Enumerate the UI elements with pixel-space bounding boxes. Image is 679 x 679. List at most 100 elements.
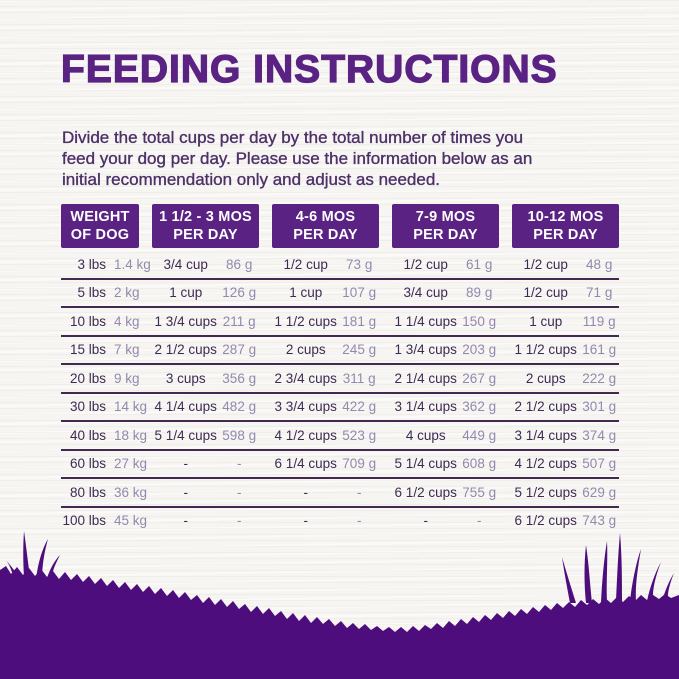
- grams-value: 709 g: [342, 456, 377, 472]
- grams-value: 61 g: [466, 256, 493, 272]
- cups-value: 3/4 cup: [403, 285, 448, 301]
- header-cell-10-12mos: 10-12 MOS PER DAY: [512, 204, 619, 248]
- weight-cell: 20 lbs 9 kg: [61, 370, 140, 386]
- grass-blade: [647, 562, 661, 601]
- grams-value: 374 g: [582, 427, 617, 443]
- feeding-table: WEIGHT OF DOG 1 1/2 - 3 MOS PER DAY 4-6 …: [61, 204, 619, 534]
- grass-blade: [601, 541, 608, 602]
- weight-kg: 2 kg: [114, 285, 140, 301]
- weight-kg: 7 kg: [114, 342, 140, 358]
- grams-value: 107 g: [342, 285, 377, 301]
- table-row: 30 lbs 14 kg 4 1/4 cups 482 g 3 3/4 cups…: [61, 394, 619, 422]
- grams-value: 743 g: [582, 513, 617, 529]
- weight-kg: 9 kg: [114, 370, 140, 386]
- weight-kg: 4 kg: [114, 313, 140, 329]
- weight-lbs: 5 lbs: [77, 285, 106, 301]
- cups-value: 2 cups: [285, 342, 326, 358]
- grams-value: 267 g: [462, 370, 497, 386]
- cups-value: 1 cup: [169, 285, 203, 301]
- cups-value: 5 1/4 cups: [154, 427, 217, 443]
- intro-line: feed your dog per day. Please use the in…: [62, 149, 533, 168]
- cups-value: 1 1/2 cups: [514, 342, 577, 358]
- header-cell-4-6mos: 4-6 MOS PER DAY: [272, 204, 379, 248]
- cups-value: 1 1/2 cups: [274, 313, 337, 329]
- weight-cell: 5 lbs 2 kg: [61, 285, 139, 300]
- grams-value: -: [236, 513, 242, 529]
- weight-lbs: 20 lbs: [69, 370, 106, 386]
- cups-value: 6 1/2 cups: [394, 484, 457, 500]
- amount-cell: - -: [272, 513, 379, 528]
- cups-value: 4 1/2 cups: [514, 456, 577, 472]
- grams-value: -: [476, 513, 482, 529]
- cups-value: 5 1/4 cups: [394, 456, 457, 472]
- cups-value: 1 3/4 cups: [154, 313, 217, 329]
- grams-value: -: [356, 513, 362, 529]
- grams-value: -: [236, 456, 242, 472]
- cups-value: 4 cups: [405, 427, 446, 443]
- grams-value: 507 g: [582, 456, 617, 472]
- amount-cell: - -: [392, 513, 499, 528]
- cups-value: -: [303, 513, 308, 529]
- table-row: 100 lbs 45 kg - - - - - - 6 1/2 cups 743…: [61, 508, 619, 535]
- grams-value: -: [356, 484, 362, 500]
- cups-value: 1/2 cup: [523, 256, 568, 272]
- weight-lbs: 60 lbs: [69, 456, 106, 472]
- weight-lbs: 10 lbs: [69, 313, 106, 329]
- grams-value: 126 g: [222, 285, 257, 301]
- amount-cell: - -: [272, 485, 379, 500]
- amount-cell: - -: [152, 485, 259, 500]
- cups-value: 5 1/2 cups: [514, 484, 577, 500]
- amount-cell: 5 1/2 cups 629 g: [512, 485, 619, 500]
- grams-value: 86 g: [226, 256, 253, 272]
- cups-value: 1/2 cup: [283, 256, 328, 272]
- grams-value: 245 g: [342, 342, 377, 358]
- grams-value: 150 g: [462, 313, 497, 329]
- weight-kg: 14 kg: [114, 399, 148, 415]
- cups-value: -: [183, 513, 188, 529]
- cups-value: -: [423, 513, 428, 529]
- amount-cell: 1/2 cup 48 g: [512, 257, 619, 272]
- amount-cell: 1/2 cup 73 g: [272, 257, 379, 272]
- amount-cell: 2 cups 245 g: [272, 342, 379, 357]
- weight-kg: 27 kg: [114, 456, 148, 472]
- grass-blade: [562, 557, 576, 603]
- table-header-row: WEIGHT OF DOG 1 1/2 - 3 MOS PER DAY 4-6 …: [61, 204, 619, 248]
- amount-cell: 3 cups 356 g: [152, 371, 259, 386]
- amount-cell: 2 1/4 cups 267 g: [392, 371, 499, 386]
- amount-cell: 2 3/4 cups 311 g: [272, 371, 379, 386]
- grass-blade: [36, 539, 48, 579]
- weight-kg: 1.4 kg: [114, 256, 151, 272]
- intro-line: initial recommendation only and adjust a…: [62, 170, 441, 189]
- grams-value: 161 g: [582, 342, 617, 358]
- cups-value: 1/2 cup: [523, 285, 568, 301]
- grams-value: 71 g: [586, 285, 613, 301]
- cups-value: 1 3/4 cups: [394, 342, 457, 358]
- amount-cell: 1 1/2 cups 181 g: [272, 314, 379, 329]
- cups-value: 3 1/4 cups: [514, 427, 577, 443]
- cups-value: 2 cups: [525, 370, 566, 386]
- weight-cell: 10 lbs 4 kg: [61, 313, 140, 329]
- grass-mound: [0, 566, 679, 679]
- weight-lbs: 40 lbs: [69, 427, 106, 443]
- header-cell-1half-3mos: 1 1/2 - 3 MOS PER DAY: [152, 204, 259, 248]
- cups-value: 3 1/4 cups: [394, 399, 457, 415]
- grams-value: 181 g: [342, 313, 377, 329]
- weight-cell: 100 lbs 45 kg: [61, 513, 147, 528]
- amount-cell: 6 1/2 cups 743 g: [512, 513, 619, 528]
- grams-value: 523 g: [342, 427, 377, 443]
- table-row: 15 lbs 7 kg 2 1/2 cups 287 g 2 cups 245 …: [61, 337, 619, 365]
- grams-value: 755 g: [462, 484, 497, 500]
- grass-blade: [6, 560, 18, 575]
- weight-kg: 45 kg: [114, 513, 148, 529]
- grams-value: 449 g: [462, 427, 497, 443]
- grass-blade: [630, 549, 641, 601]
- grams-value: 48 g: [586, 256, 613, 272]
- amount-cell: 3 1/4 cups 362 g: [392, 399, 499, 414]
- grass-blade: [584, 545, 592, 603]
- weight-cell: 30 lbs 14 kg: [61, 399, 147, 414]
- amount-cell: 3 1/4 cups 374 g: [512, 428, 619, 443]
- grams-value: 362 g: [462, 399, 497, 415]
- amount-cell: 4 1/4 cups 482 g: [152, 399, 259, 414]
- amount-cell: 1 cup 119 g: [512, 314, 619, 329]
